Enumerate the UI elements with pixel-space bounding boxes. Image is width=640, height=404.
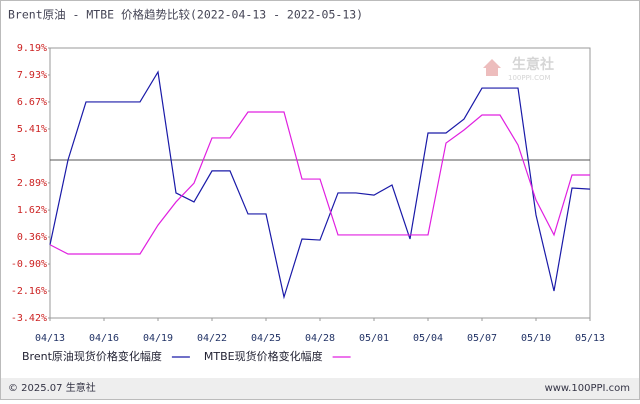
y-tick-label: 0.36% <box>17 232 47 243</box>
y-tick-label: 6.67% <box>17 97 47 108</box>
y-tick-label: 1.62% <box>17 205 47 216</box>
footer-bar <box>1 378 639 399</box>
x-tick-label: 04/28 <box>305 333 335 344</box>
x-tick-label: 05/07 <box>467 333 497 344</box>
legend-label: MTBE现货价格变化幅度 <box>204 349 323 363</box>
x-tick-label: 04/22 <box>197 333 227 344</box>
y-tick-label: 5.41% <box>17 124 47 135</box>
y-tick-label: -2.16% <box>11 286 47 297</box>
chart-title: Brent原油 - MTBE 价格趋势比较(2022-04-13 - 2022-… <box>8 8 363 22</box>
watermark: 生意社 100PPI.COM <box>483 56 554 82</box>
reference-label: 3 <box>10 153 16 164</box>
x-tick-label: 05/01 <box>359 333 389 344</box>
footer-right: www.100PPI.com <box>545 383 630 394</box>
watermark-site: 100PPI.COM <box>508 74 551 82</box>
x-tick-label: 05/10 <box>521 333 551 344</box>
legend-label: Brent原油现货价格变化幅度 <box>22 349 162 363</box>
x-tick-label: 04/13 <box>35 333 65 344</box>
y-tick-label: 7.93% <box>17 70 47 81</box>
x-tick-label: 04/19 <box>143 333 173 344</box>
y-tick-label: -3.42% <box>11 313 47 324</box>
x-tick-label: 04/16 <box>89 333 119 344</box>
series-line <box>49 111 590 255</box>
y-tick-label: 9.19% <box>17 43 47 54</box>
x-tick-label: 04/25 <box>251 333 281 344</box>
y-tick-label: 2.89% <box>17 178 47 189</box>
footer-left: © 2025.07 生意社 <box>8 381 96 394</box>
x-tick-label: 05/13 <box>575 333 605 344</box>
x-tick-label: 05/04 <box>413 333 443 344</box>
watermark-icon <box>483 59 501 76</box>
watermark-name: 生意社 <box>512 56 554 73</box>
y-tick-label: -0.90% <box>11 259 47 270</box>
series-line <box>49 70 591 300</box>
